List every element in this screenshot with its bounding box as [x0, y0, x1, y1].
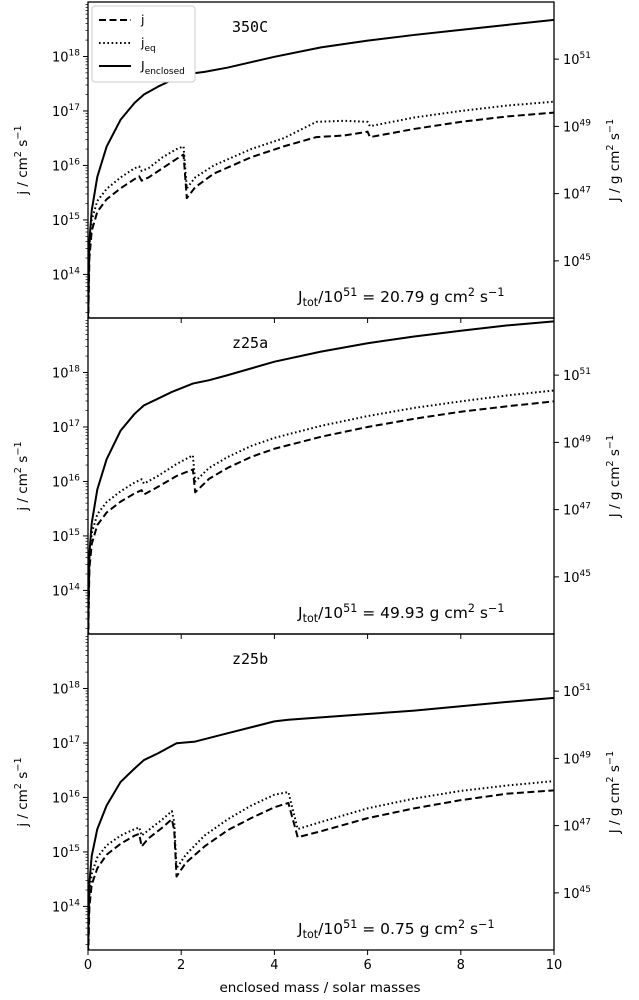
y-tick-label: 1015 [52, 844, 80, 861]
y2-tick-label: 1049 [563, 750, 591, 767]
series-line-jeq [88, 100, 554, 318]
y-tick-label: 1015 [52, 528, 80, 545]
y-tick-label: 1014 [52, 582, 80, 599]
panel-title: z25a [232, 334, 268, 352]
series-line-jeq [88, 780, 554, 950]
x-tick-label: 6 [363, 958, 371, 973]
panel-title: 350C [232, 18, 268, 36]
legend-label-jeq: jeq [140, 35, 156, 54]
y-tick-label: 1018 [52, 680, 80, 697]
y2-tick-label: 1051 [563, 51, 591, 68]
x-tick-label: 4 [270, 958, 278, 973]
series-line-Jenclosed [88, 696, 554, 950]
y-tick-label: 1017 [52, 735, 80, 752]
y-axis-label: j / cm2 s−1 [13, 125, 31, 195]
y2-tick-label: 1045 [563, 885, 591, 902]
x-tick-label: 0 [84, 958, 92, 973]
y-tick-label: 1014 [52, 266, 80, 283]
legend: j jeq Jenclosed [91, 5, 196, 83]
y2-axis-label: J / g cm2 s−1 [605, 751, 623, 834]
y-tick-label: 1017 [52, 103, 80, 120]
legend-frame [91, 5, 196, 83]
series-group [88, 696, 554, 950]
y2-axis-label: J / g cm2 s−1 [605, 435, 623, 518]
series-line-Jenclosed [88, 320, 554, 634]
y-tick-label: 1016 [52, 473, 80, 490]
y-tick-label: 1016 [52, 789, 80, 806]
total-angular-momentum-label: Jtot/1051 = 0.75 g cm2 s−1 [297, 918, 495, 941]
panels: 1014 1015 1016 1017 1018 1045 1047 1049 1051 j / … [13, 1, 623, 973]
legend-label-Jenclosed: Jenclosed [140, 58, 185, 77]
legend-label-j: j [140, 12, 144, 27]
y2-axis-label: J / g cm2 s−1 [605, 119, 623, 202]
y2-tick-label: 1047 [563, 818, 591, 835]
y-axis-label: j / cm2 s−1 [13, 757, 31, 827]
y-tick-label: 1014 [52, 898, 80, 915]
panel-title: z25b [232, 650, 268, 668]
panel-350C: 1014 1015 1016 1017 1018 1045 1047 1049 1051 j / … [13, 1, 623, 323]
y2-tick-label: 1051 [563, 367, 591, 384]
total-angular-momentum-label: Jtot/1051 = 49.93 g cm2 s−1 [297, 602, 504, 625]
series-line-j [88, 400, 554, 634]
y-tick-label: 1016 [52, 157, 80, 174]
axes-frame [87, 633, 555, 951]
y-tick-label: 1018 [52, 48, 80, 65]
y2-tick-label: 1045 [563, 253, 591, 270]
y-axis-label: j / cm2 s−1 [13, 441, 31, 511]
x-tick-label: 10 [546, 958, 563, 973]
series-line-j [88, 789, 554, 950]
series-group [88, 320, 554, 634]
y2-tick-label: 1047 [563, 186, 591, 203]
y2-tick-label: 1045 [563, 569, 591, 586]
x-tick-label: 2 [177, 958, 185, 973]
panel-z25a: 1014 1015 1016 1017 1018 1045 1047 1049 1051 j / … [13, 317, 623, 639]
y2-tick-label: 1049 [563, 434, 591, 451]
y2-tick-label: 1049 [563, 118, 591, 135]
y2-tick-label: 1051 [563, 683, 591, 700]
y-tick-label: 1015 [52, 212, 80, 229]
y-tick-label: 1018 [52, 364, 80, 381]
y-tick-label: 1017 [52, 419, 80, 436]
x-tick-label: 8 [457, 958, 465, 973]
y2-tick-label: 1047 [563, 502, 591, 519]
total-angular-momentum-label: Jtot/1051 = 20.79 g cm2 s−1 [297, 286, 504, 309]
panel-z25b: 1014 1015 1016 1017 1018 1045 1047 1049 1051 0 2 4 6… [13, 633, 623, 973]
x-axis-label: enclosed mass / solar masses [219, 980, 420, 996]
series-line-jeq [88, 389, 554, 634]
